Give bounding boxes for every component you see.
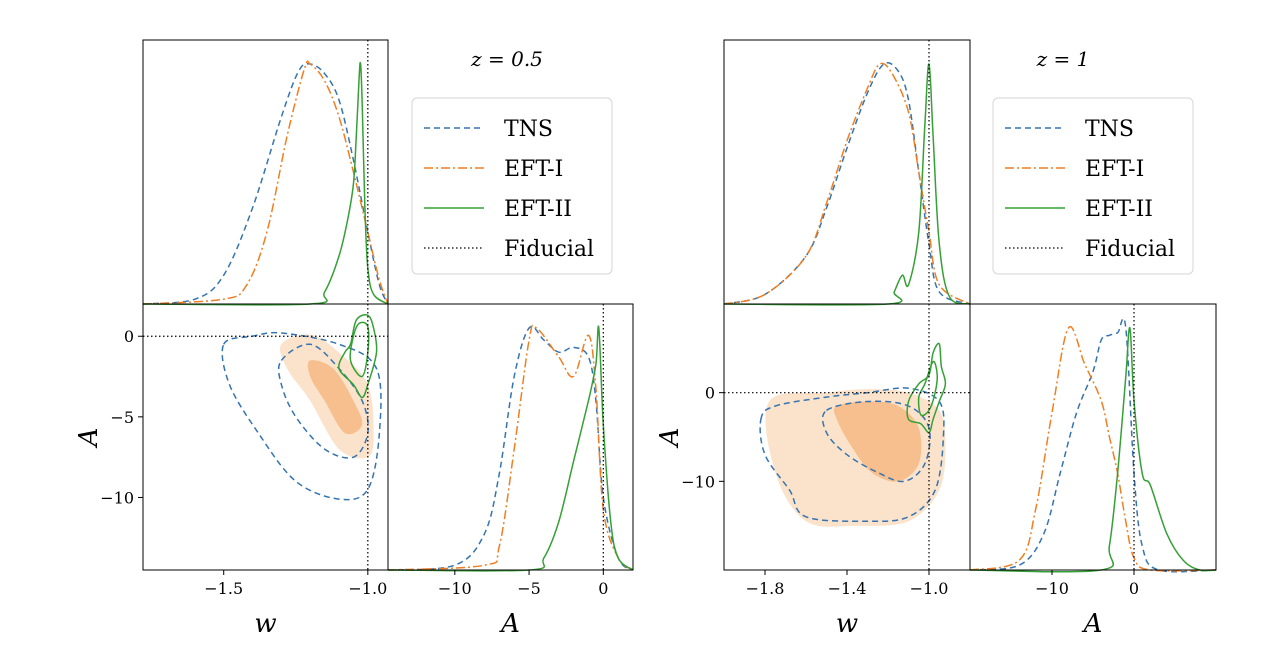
- A-axis-tick-label: 0: [124, 327, 134, 346]
- A-hist-axis-tick-label: −5: [517, 579, 541, 598]
- A-hist-axis-tick-label: −10: [438, 579, 472, 598]
- panel-title: z = 0.5: [470, 47, 543, 71]
- w-axis-tick-label: −1.5: [204, 579, 243, 598]
- w-A-contour-panel: −1.8 −1.4 −1.0 0 −10 w A: [655, 303, 971, 639]
- A-posterior-panel: −10 0 A: [969, 303, 1217, 639]
- w-posterior-eft-ii-line: [723, 63, 971, 306]
- A-axis-tick-label: 0: [705, 384, 715, 403]
- eft-ii-contour-68-line: [917, 360, 939, 417]
- contour-layer: [759, 342, 947, 527]
- w-axis-tick-label: −1.0: [348, 579, 387, 598]
- legend-label-tns: TNS: [504, 117, 553, 142]
- w-A-contour-panel: −1.5 −1.0 0 −5 −10 w A: [74, 303, 389, 639]
- A-posterior-frame: [387, 303, 634, 571]
- legend-label-tns: TNS: [1085, 117, 1134, 142]
- w-posterior-panel: [723, 39, 971, 306]
- corner-plot-z05: −1.5 −1.0 0 −5 −10 w A −10 −5 0 Az = 0.5 TNS EFT-I EF…: [74, 39, 634, 639]
- legend: TNS EFT-I EFT-II Fiducial: [992, 97, 1194, 275]
- panel-title: z = 1: [1036, 47, 1090, 71]
- legend-label-eft-ii: EFT-II: [504, 197, 572, 222]
- legend: TNS EFT-I EFT-II Fiducial: [411, 97, 613, 275]
- w-axis-tick-label: −1.8: [746, 579, 785, 598]
- A-posterior-panel: −10 −5 0 A: [387, 303, 634, 639]
- eft-i-contour-68-fill: [833, 401, 922, 482]
- corner-plot-z1: −1.8 −1.4 −1.0 0 −10 w A −10 0 Az = 1 TNS EFT-I EFT-…: [655, 39, 1217, 639]
- eft-i-contour-68-fill: [307, 360, 363, 435]
- legend-label-fiducial: Fiducial: [504, 237, 594, 262]
- A-axis-tick-label: −10: [681, 472, 715, 491]
- A-hist-axis-tick-label: 0: [598, 579, 608, 598]
- legend-label-eft-ii: EFT-II: [1085, 197, 1153, 222]
- w-posterior-tns-line: [723, 62, 971, 305]
- A-axis-tick-label: −10: [100, 488, 134, 507]
- A-axis-tick-label: −5: [110, 408, 134, 427]
- A-hist-axis-label: A: [1082, 609, 1103, 639]
- A-axis-label: A: [655, 428, 685, 449]
- w-posterior-eft-ii-line: [142, 61, 389, 306]
- w-axis-tick-label: −1.0: [910, 579, 949, 598]
- legend-box: [992, 97, 1194, 275]
- w-axis-label: w: [254, 609, 276, 639]
- eft-ii-contour-95-line: [906, 342, 947, 434]
- A-posterior-tns-line: [969, 317, 1217, 573]
- w-axis-tick-label: −1.4: [828, 579, 867, 598]
- legend-label-eft-i: EFT-I: [504, 157, 563, 182]
- tns-contour-95-line: [759, 387, 945, 522]
- A-posterior-eft-ii-line: [387, 325, 634, 572]
- A-posterior-eft-i-line: [969, 325, 1217, 572]
- A-hist-axis-tick-label: 0: [1129, 579, 1139, 598]
- A-posterior-eft-ii-line: [969, 327, 1217, 573]
- legend-label-eft-i: EFT-I: [1085, 157, 1144, 182]
- tns-contour-68-line: [277, 343, 369, 459]
- A-axis-label: A: [74, 428, 104, 449]
- w-posterior-eft-i-line: [723, 62, 971, 305]
- w-axis-label: w: [836, 609, 858, 639]
- A-posterior-frame: [969, 303, 1217, 571]
- tns-contour-68-line: [821, 400, 931, 483]
- A-hist-axis-label: A: [499, 609, 520, 639]
- w-posterior-eft-i-line: [142, 60, 389, 305]
- w-posterior-frame: [142, 39, 389, 305]
- w-posterior-tns-line: [142, 62, 389, 305]
- legend-label-fiducial: Fiducial: [1085, 237, 1175, 262]
- w-posterior-panel: [142, 39, 389, 306]
- contour-layer: [221, 314, 382, 501]
- A-posterior-eft-i-line: [387, 324, 634, 571]
- legend-box: [411, 97, 613, 275]
- A-hist-axis-tick-label: −10: [1035, 579, 1069, 598]
- tns-contour-95-line: [221, 331, 382, 501]
